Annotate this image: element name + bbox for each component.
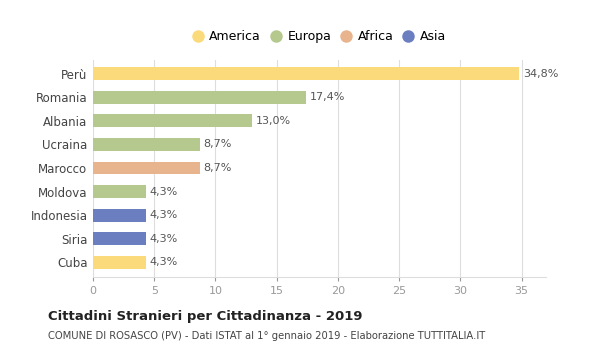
Text: 13,0%: 13,0% xyxy=(256,116,291,126)
Bar xyxy=(93,138,200,151)
Bar xyxy=(93,67,519,80)
Text: 34,8%: 34,8% xyxy=(523,69,558,79)
Text: COMUNE DI ROSASCO (PV) - Dati ISTAT al 1° gennaio 2019 - Elaborazione TUTTITALIA: COMUNE DI ROSASCO (PV) - Dati ISTAT al 1… xyxy=(48,331,485,341)
Text: 8,7%: 8,7% xyxy=(203,163,232,173)
Text: 4,3%: 4,3% xyxy=(149,210,178,220)
Bar xyxy=(93,114,252,127)
Text: 4,3%: 4,3% xyxy=(149,257,178,267)
Text: 4,3%: 4,3% xyxy=(149,187,178,197)
Legend: America, Europa, Africa, Asia: America, Europa, Africa, Asia xyxy=(190,27,449,47)
Bar xyxy=(93,91,306,104)
Bar xyxy=(93,185,146,198)
Bar xyxy=(93,161,200,175)
Bar xyxy=(93,256,146,269)
Bar xyxy=(93,232,146,245)
Bar xyxy=(93,209,146,222)
Text: 8,7%: 8,7% xyxy=(203,139,232,149)
Text: 4,3%: 4,3% xyxy=(149,234,178,244)
Text: Cittadini Stranieri per Cittadinanza - 2019: Cittadini Stranieri per Cittadinanza - 2… xyxy=(48,310,362,323)
Text: 17,4%: 17,4% xyxy=(310,92,345,102)
